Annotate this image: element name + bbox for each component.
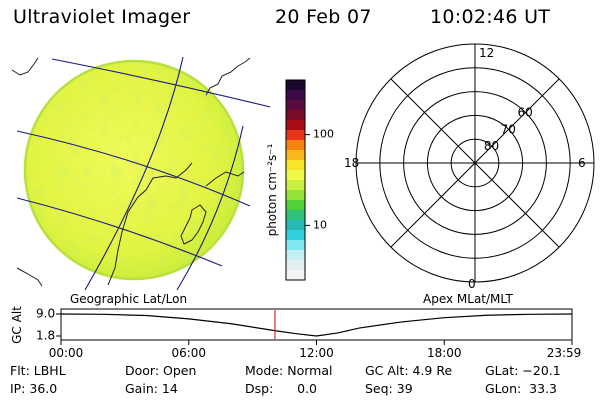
time-xtick-label: 23:59 xyxy=(547,346,582,360)
mlat-label: 80 xyxy=(484,139,499,153)
colorbar-band-7 xyxy=(286,140,305,150)
colorbar-band-16 xyxy=(286,230,305,240)
colorbar-tick-label: 100 xyxy=(313,128,334,141)
image-date: 20 Feb 07 xyxy=(275,6,372,28)
colorbar: 100 10 photon cm⁻²s⁻¹ xyxy=(265,79,334,281)
geographic-longitude: GLon: 33.3 xyxy=(485,381,557,396)
coastline xyxy=(205,171,245,187)
mlt-label-dawn: 6 xyxy=(578,156,586,170)
colorbar-band-13 xyxy=(286,200,305,210)
colorbar-unit-label: photon cm⁻²s⁻¹ xyxy=(265,143,279,236)
colorbar-band-18 xyxy=(286,250,305,260)
altitude-ytick-label: 9.0 xyxy=(36,307,55,321)
sequence-status: Seq: 39 xyxy=(365,381,413,396)
filter-status: Flt: LBHL xyxy=(10,363,66,378)
colorbar-band-2 xyxy=(286,90,305,100)
colorbar-band-8 xyxy=(286,150,305,160)
colorbar-band-20 xyxy=(286,270,305,280)
colorbar-band-1 xyxy=(286,80,305,90)
coastline xyxy=(180,204,207,245)
altitude-plot: 9.0 1.8 GC Alt 00:00 06:00 12:00 18:00 2… xyxy=(10,306,581,360)
colorbar-band-6 xyxy=(286,130,305,140)
gain-status: Gain: 14 xyxy=(125,381,178,396)
dsp-status: Dsp: 0.0 xyxy=(245,381,317,396)
colorbar-band-12 xyxy=(286,190,305,200)
uv-image-edge xyxy=(23,59,245,281)
coastline xyxy=(205,57,251,96)
colorbar-band-5 xyxy=(286,120,305,130)
geographic-latitude: GLat: −20.1 xyxy=(485,363,561,378)
colorbar-band-11 xyxy=(286,180,305,190)
coastline xyxy=(107,162,193,286)
door-status: Door: Open xyxy=(125,363,196,378)
colorbar-band-17 xyxy=(286,240,305,250)
colorbar-band-3 xyxy=(286,100,305,110)
mlt-label-midnight: 0 xyxy=(468,277,476,291)
mlt-label-dusk: 18 xyxy=(344,156,359,170)
mode-status: Mode: Normal xyxy=(245,363,332,378)
mlat-label: 60 xyxy=(517,106,532,120)
altitude-ylabel: GC Alt xyxy=(10,306,24,344)
instrument-title: Ultraviolet Imager xyxy=(13,6,191,28)
altitude-ytick-label: 1.8 xyxy=(36,329,55,343)
geographic-grid xyxy=(16,56,271,291)
gc-altitude-status: GC Alt: 4.9 Re xyxy=(365,363,452,378)
ip-status: IP: 36.0 xyxy=(10,381,57,396)
colorbar-band-10 xyxy=(286,170,305,180)
time-xtick-label: 06:00 xyxy=(171,346,206,360)
colorbar-band-9 xyxy=(286,160,305,170)
longitude-line xyxy=(84,56,184,291)
colorbar-band-15 xyxy=(286,220,305,230)
latitude-line xyxy=(51,58,271,108)
colorbar-band-4 xyxy=(286,110,305,120)
polar-diagonal xyxy=(390,78,560,248)
coastline xyxy=(11,57,39,76)
longitude-line xyxy=(176,125,244,291)
latitude-line xyxy=(16,197,223,267)
mlt-label-noon: 12 xyxy=(479,46,494,60)
colorbar-band-14 xyxy=(286,210,305,220)
colorbar-frame xyxy=(285,79,306,281)
latitude-line xyxy=(16,130,251,207)
colorbar-band-19 xyxy=(286,260,305,270)
geographic-grid-label: Geographic Lat/Lon xyxy=(70,292,187,306)
time-xtick-label: 12:00 xyxy=(299,346,334,360)
image-time: 10:02:46 UT xyxy=(430,6,551,28)
mlat-label: 70 xyxy=(501,122,516,136)
uv-image-speckle xyxy=(25,61,243,279)
instrument-status: Flt: LBHL IP: 36.0 Door: Open Gain: 14 M… xyxy=(10,363,561,396)
time-xtick-label: 18:00 xyxy=(427,346,462,360)
colorbar-tick-label: 10 xyxy=(313,218,327,231)
coastline xyxy=(16,267,43,287)
altitude-plot-frame xyxy=(60,308,573,341)
coastlines xyxy=(11,57,251,287)
orbit-altitude-curve xyxy=(60,313,573,337)
polar-plot: 12 18 6 0 60 70 80 xyxy=(344,43,595,291)
magnetic-grid-label: Apex MLat/MLT xyxy=(423,292,513,306)
time-xtick-label: 00:00 xyxy=(49,346,84,360)
uv-image-panel xyxy=(11,56,271,291)
